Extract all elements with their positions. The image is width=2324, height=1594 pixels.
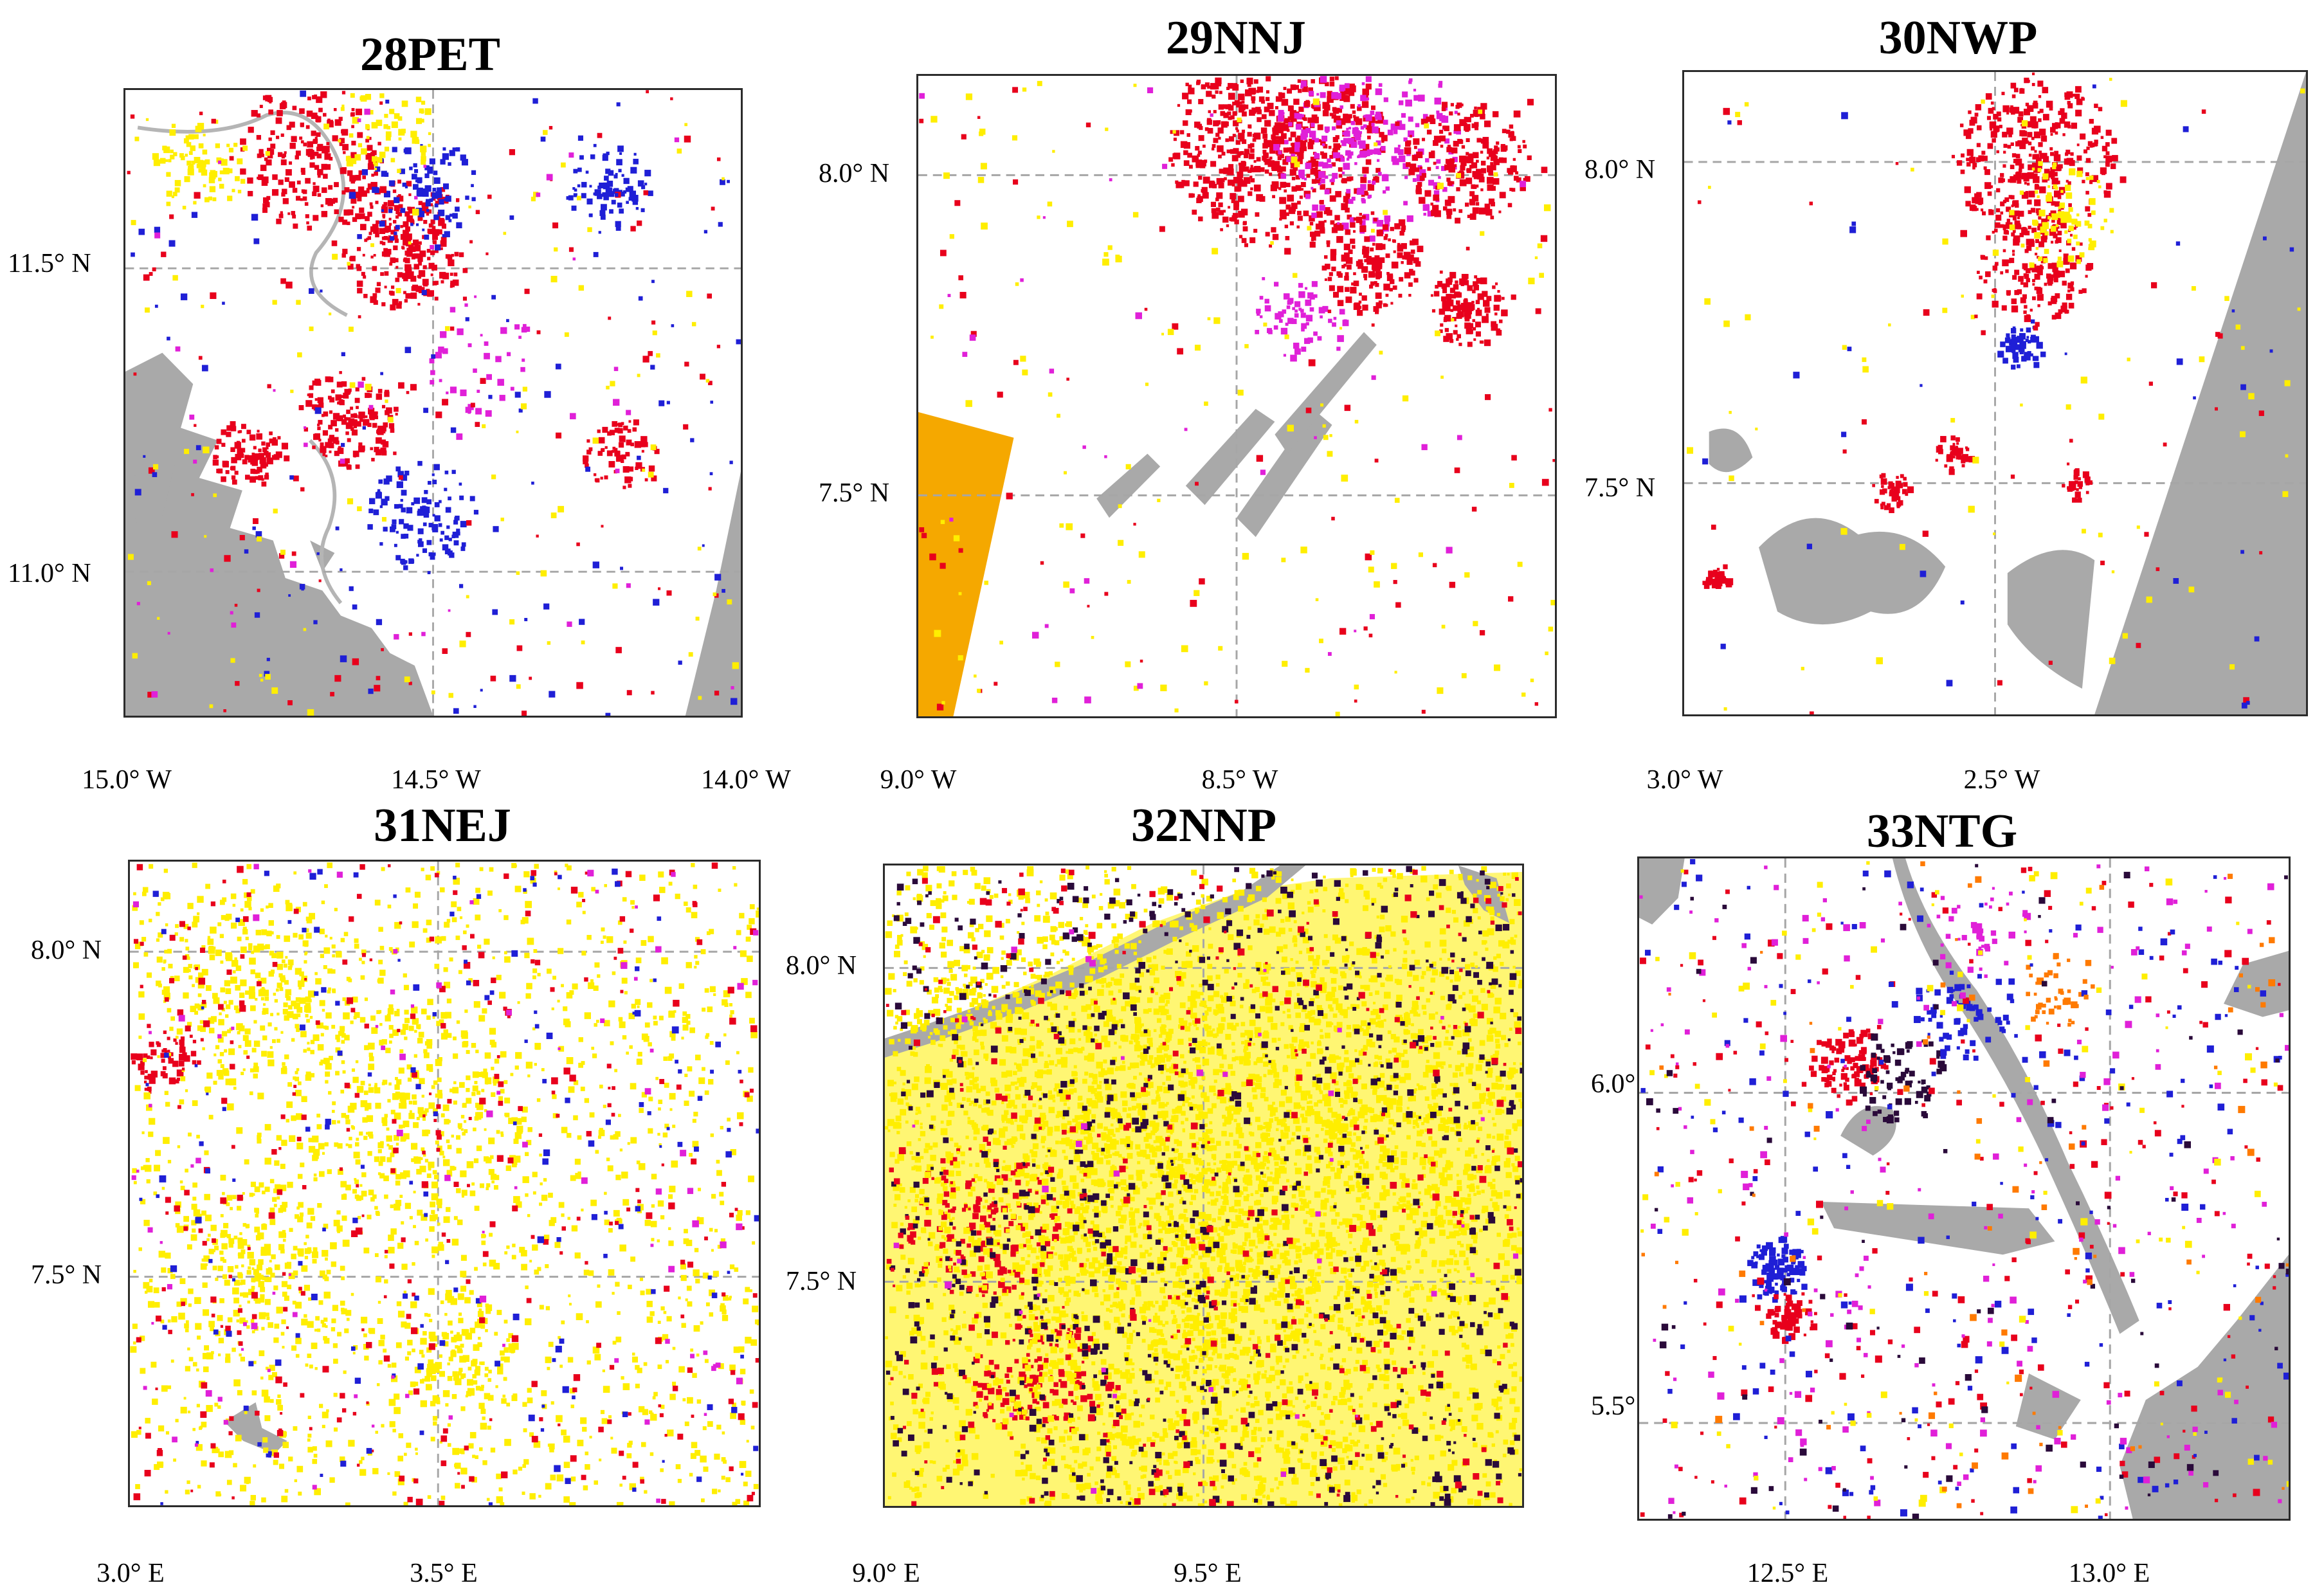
water-bodies [224, 1402, 287, 1454]
change-pixels [885, 865, 1522, 1506]
panel-title: 30NWP [1878, 12, 2038, 64]
panel-title: 33NTG [1866, 805, 2018, 858]
y-tick-label: 7.5° N [786, 1267, 857, 1296]
y-tick-label: 7.5° N [1584, 473, 1656, 503]
gridlines [1639, 858, 2289, 1519]
no-data-area [685, 471, 741, 716]
x-tick-label: 14.5° W [391, 765, 481, 795]
y-tick-label: 8.0° N [31, 936, 102, 965]
water-bodies [125, 352, 433, 716]
y-tick-label: 8.0° N [819, 159, 890, 188]
y-tick-label: 7.5° N [819, 478, 890, 508]
change-pixels [1687, 72, 2305, 714]
y-tick-label: 8.0° N [786, 951, 857, 981]
x-tick-label: 3.5° E [410, 1559, 478, 1588]
y-tick-label: 11.5° N [8, 249, 91, 278]
no-data-area [2120, 950, 2289, 1519]
x-tick-label: 3.0° W [1646, 765, 1723, 795]
map-frame [1682, 70, 2308, 716]
gridlines [885, 865, 1522, 1506]
grey-ridges [1096, 332, 1377, 538]
panel-title: 31NEJ [374, 799, 511, 852]
water-bodies [1639, 858, 2139, 1440]
x-tick-label: 3.0° E [96, 1559, 165, 1588]
panel-title: 29NNJ [1166, 12, 1306, 64]
change-pixels [127, 90, 741, 716]
map-canvas [125, 90, 741, 716]
water-bodies [1709, 428, 2095, 689]
x-tick-label: 9.0° W [880, 765, 957, 795]
map-canvas [1684, 72, 2306, 714]
map-canvas [130, 862, 759, 1505]
map-canvas [918, 76, 1555, 716]
x-tick-label: 8.5° W [1201, 765, 1278, 795]
y-tick-label: 11.0° N [8, 559, 91, 588]
x-tick-label: 9.5° E [1174, 1559, 1242, 1588]
y-tick-label: 8.0° N [1584, 155, 1656, 185]
panel-title: 32NNP [1130, 799, 1277, 852]
change-pixels [130, 862, 759, 1505]
x-tick-label: 14.0° W [701, 765, 791, 795]
map-frame [883, 864, 1524, 1508]
gridlines [1684, 72, 2306, 714]
map-canvas [1639, 858, 2289, 1519]
map-frame [1637, 856, 2291, 1521]
change-pixels [919, 76, 1555, 716]
panel-title: 28PET [360, 28, 500, 81]
map-frame [128, 860, 761, 1507]
map-canvas [885, 865, 1522, 1506]
x-tick-label: 15.0° W [82, 765, 172, 795]
y-tick-label: 7.5° N [31, 1260, 102, 1290]
x-tick-label: 12.5° E [1747, 1559, 1829, 1588]
map-frame [916, 74, 1557, 718]
no-data-area [2094, 72, 2306, 714]
x-tick-label: 2.5° W [1963, 765, 2040, 795]
x-tick-label: 13.0° E [2068, 1559, 2150, 1588]
x-tick-label: 9.0° E [852, 1559, 920, 1588]
amber-strip [918, 412, 1014, 716]
map-frame [123, 88, 743, 718]
change-pixels [1639, 858, 2289, 1519]
